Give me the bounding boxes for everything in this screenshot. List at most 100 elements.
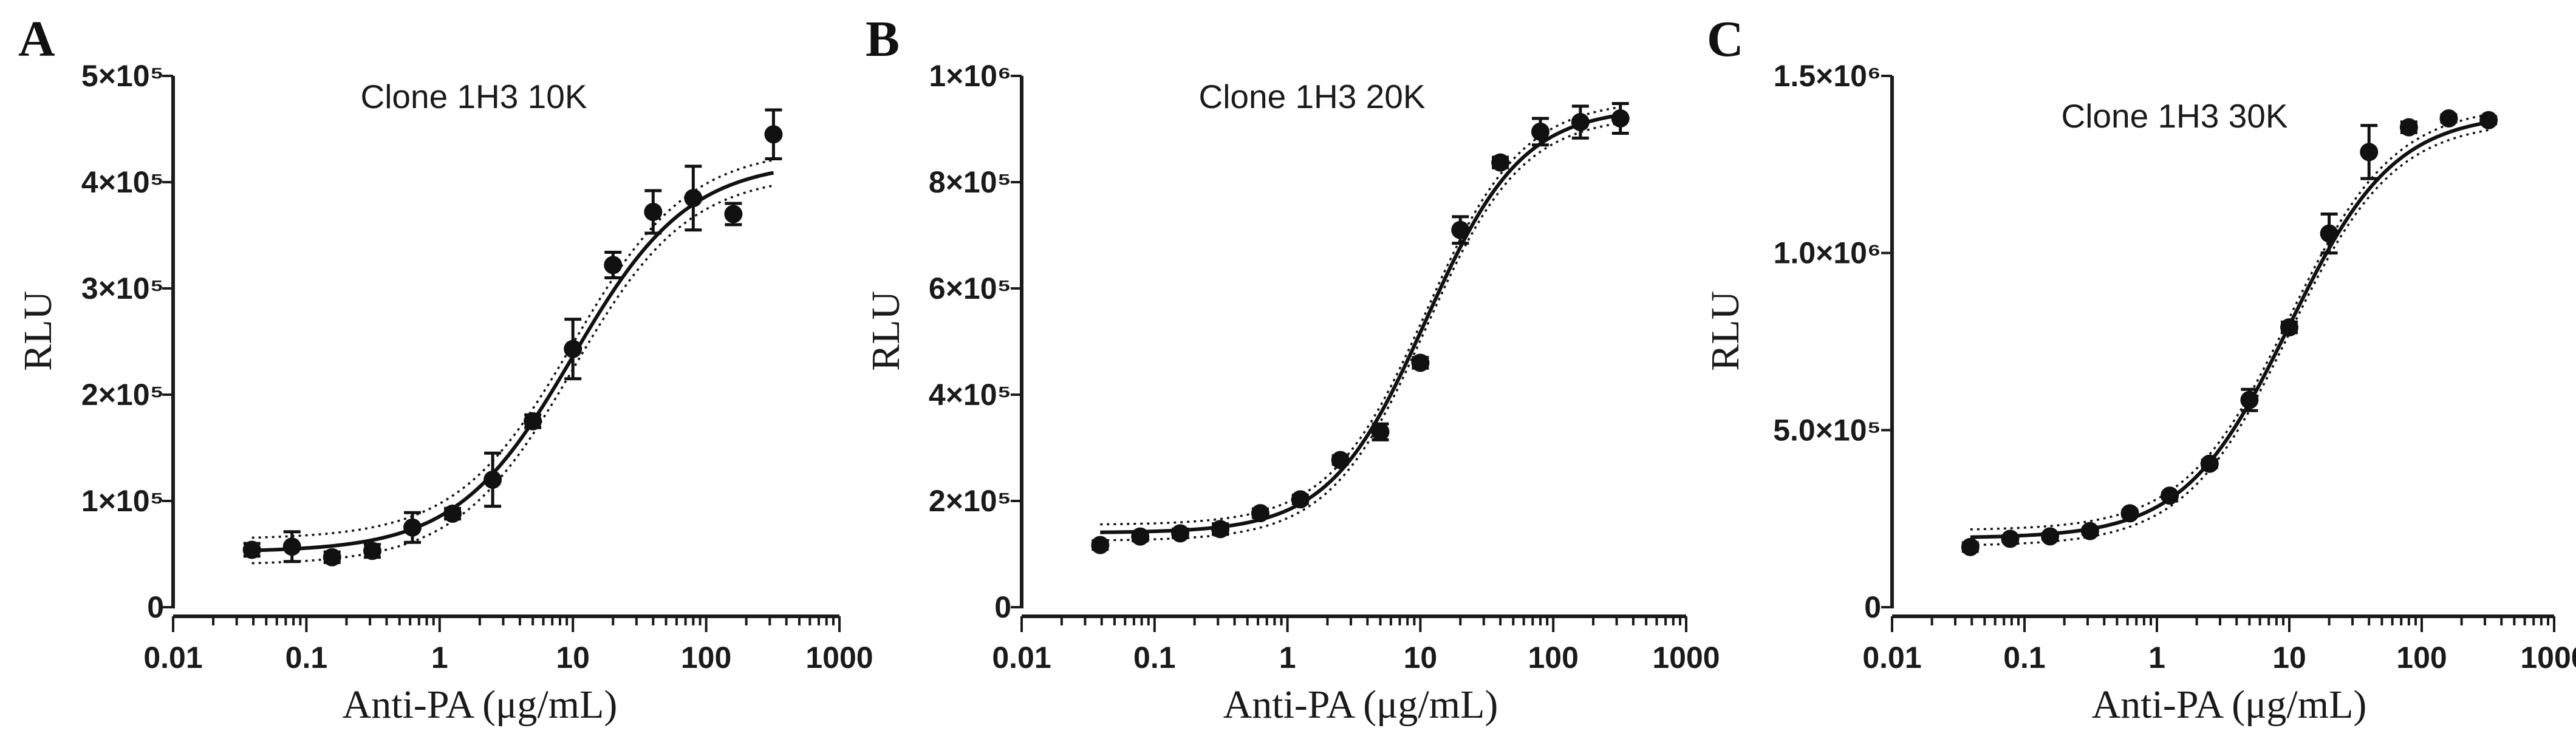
x-tick-label: 1 (2148, 641, 2165, 675)
data-point (1531, 122, 1549, 141)
data-point-group (644, 189, 663, 235)
y-tick-label: 5×10⁵ (81, 59, 164, 93)
data-point-group (1171, 524, 1190, 543)
ci-lower-line (1100, 121, 1621, 542)
data-point (764, 125, 783, 144)
tick-group: 0 5.0×10⁵ 1.0×10⁶ 1.5×10⁶ 0.01 0.1 1 10 100 1000 (1773, 59, 2576, 675)
data-point-group (1091, 536, 1110, 554)
y-tick-label: 1.0×10⁶ (1774, 236, 1881, 270)
data-point-group (524, 412, 542, 431)
ci-upper-line (251, 158, 774, 539)
ci-lower-line (251, 184, 774, 565)
panel-c: C Clone 1H3 30K RLU Anti-PA (μg/mL) 0 5.0… (1703, 11, 2576, 727)
fit-curve (1970, 120, 2489, 539)
x-tick-label: 0.01 (1862, 641, 1921, 675)
panel-letter: C (1707, 11, 1744, 67)
x-tick-label: 10 (2272, 641, 2306, 675)
fit-curve (1100, 113, 1621, 534)
data-point-group (764, 108, 783, 160)
data-point (483, 471, 502, 489)
data-point (403, 518, 422, 537)
x-tick-label: 0.1 (285, 641, 328, 675)
chart-title: Clone 1H3 20K (1198, 78, 1425, 115)
data-point-group (724, 202, 743, 226)
data-point-group (604, 251, 623, 279)
y-tick-label: 1×10⁵ (81, 484, 164, 518)
y-tick-label: 8×10⁵ (929, 165, 1011, 199)
data-point-group (2161, 486, 2179, 505)
y-tick-label: 1.5×10⁶ (1774, 59, 1881, 93)
y-axis-label: RLU (1703, 291, 1748, 371)
y-tick-label: 0 (147, 590, 164, 624)
data-point-group (1331, 451, 1350, 469)
data-point (1451, 220, 1470, 239)
data-point (604, 256, 623, 274)
data-point-group (2439, 109, 2458, 128)
y-tick-label: 0 (994, 590, 1011, 624)
data-point-group (1531, 117, 1549, 147)
data-point (1371, 423, 1390, 441)
ci-upper-line (1970, 113, 2489, 531)
y-tick-label: 6×10⁵ (929, 271, 1011, 305)
ci-upper-line (1100, 106, 1621, 526)
data-point (2240, 390, 2259, 409)
x-tick-label: 1 (1279, 641, 1296, 675)
x-tick-label: 1 (431, 641, 448, 675)
data-point (724, 205, 743, 223)
data-point-group (1491, 153, 1510, 172)
data-point (1131, 527, 1150, 546)
data-point (323, 548, 341, 567)
data-point (2200, 454, 2219, 473)
data-point (1411, 353, 1430, 372)
data-point-group (1371, 422, 1390, 441)
data-point-group (443, 505, 462, 523)
data-point-group (282, 530, 301, 563)
data-point (282, 537, 301, 556)
panel-letter: B (866, 11, 900, 67)
data-point (443, 505, 462, 523)
data-point-group (2200, 454, 2219, 473)
x-tick-label: 1000 (2520, 641, 2576, 675)
data-point-group (1291, 490, 1310, 509)
panel-b: B Clone 1H3 20K RLU Anti-PA (μg/mL) 0 2×1… (864, 11, 1720, 727)
y-tick-label: 2×10⁵ (81, 378, 164, 412)
x-tick-label: 1000 (1652, 641, 1720, 675)
x-tick-label: 0.01 (992, 641, 1051, 675)
data-point-group (2479, 111, 2498, 129)
data-point (2001, 529, 2020, 548)
y-tick-label: 2×10⁵ (929, 484, 1011, 518)
y-tick-label: 4×10⁵ (929, 378, 1011, 412)
data-point-group (2041, 527, 2060, 546)
panel-a: A Clone 1H3 10K RLU Anti-PA (μg/mL) 0 1×1… (16, 11, 873, 727)
marks-group (242, 108, 783, 567)
x-axis-label: Anti-PA (μg/mL) (1223, 682, 1498, 727)
data-point-group (1451, 215, 1470, 245)
data-point-group (684, 165, 703, 232)
data-point-group (1571, 104, 1590, 140)
data-point-group (2320, 213, 2339, 255)
marks-group (1961, 109, 2498, 556)
fit-curve (251, 171, 774, 553)
data-point-group (1251, 504, 1269, 523)
data-point (2320, 224, 2339, 243)
data-point (2439, 109, 2458, 128)
data-point (1171, 524, 1190, 543)
data-point-group (1611, 102, 1630, 135)
data-point (242, 540, 261, 559)
data-point (1211, 520, 1230, 539)
data-point (1251, 504, 1269, 523)
data-point-group (242, 540, 261, 559)
data-point-group (1411, 353, 1430, 372)
data-point (524, 412, 542, 431)
data-point (2280, 318, 2298, 337)
data-point (2479, 111, 2498, 129)
x-tick-label: 100 (681, 641, 731, 675)
x-tick-label: 0.01 (143, 641, 202, 675)
data-point-group (2240, 387, 2259, 412)
x-tick-label: 1000 (805, 641, 873, 675)
data-point (1331, 451, 1350, 469)
x-tick-label: 100 (1528, 641, 1578, 675)
data-point-group (2280, 318, 2298, 337)
data-point (363, 542, 381, 560)
